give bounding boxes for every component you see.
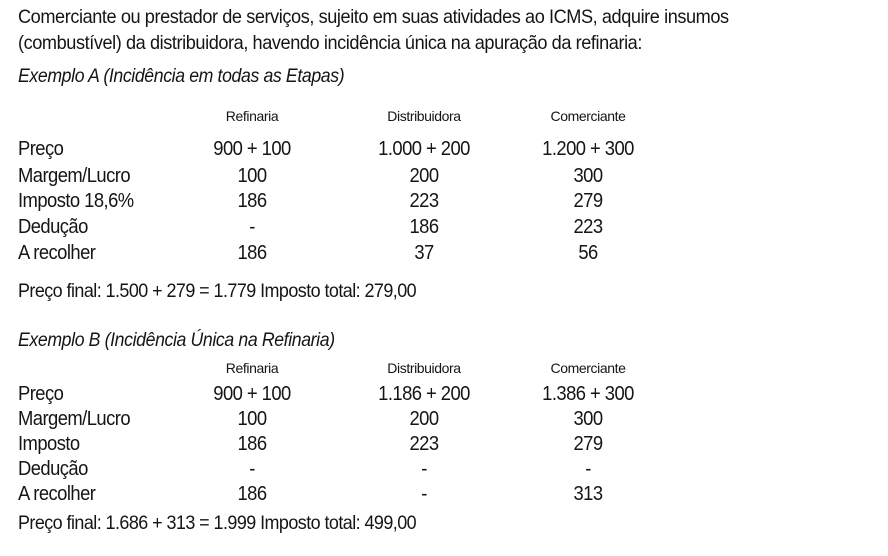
table-cell: 1.186 + 200 [378,383,470,405]
row-label: Imposto 18,6% [18,190,134,212]
table-cell: 186 [237,483,267,505]
example-summary: Preço final: 1.500 + 279 = 1.779 Imposto… [18,280,417,302]
table-cell: 1.000 + 200 [378,138,470,160]
table-cell: - [421,458,427,480]
table-cell: 1.386 + 300 [542,383,634,405]
table-cell: 186 [409,216,439,238]
example-title: Exemplo A (Incidência em todas as Etapas… [18,66,345,87]
example-title: Exemplo B (Incidência Única na Refinaria… [18,330,335,351]
table-cell: 186 [237,242,267,264]
column-header: Refinaria [225,108,279,124]
table-cell: 300 [573,165,603,187]
column-header: Distribuidora [387,108,461,124]
table-cell: - [585,458,591,480]
column-header: Distribuidora [387,360,461,376]
table-cell: 223 [409,190,439,212]
example-summary: Preço final: 1.686 + 313 = 1.999 Imposto… [18,512,417,534]
row-label: A recolher [18,242,96,264]
table-cell: 200 [409,408,439,430]
row-label: Dedução [18,458,88,480]
table-cell: 900 + 100 [213,138,291,160]
table-cell: 1.200 + 300 [542,138,634,160]
table-cell: 279 [573,433,603,455]
intro-line-1: Comerciante ou prestador de serviços, su… [18,6,729,28]
column-header: Refinaria [225,360,279,376]
table-cell: 300 [573,408,603,430]
table-cell: 313 [573,483,603,505]
intro-line-2: (combustível) da distribuidora, havendo … [18,32,642,54]
table-cell: - [249,216,255,238]
table-cell: 37 [414,242,434,264]
row-label: A recolher [18,483,96,505]
table-cell: 223 [409,433,439,455]
table-cell: 100 [237,408,267,430]
row-label: Preço [18,138,64,160]
row-label: Preço [18,383,64,405]
table-cell: 223 [573,216,603,238]
row-label: Imposto [18,433,80,455]
table-cell: 100 [237,165,267,187]
column-header: Comerciante [550,108,626,124]
table-cell: 56 [578,242,598,264]
table-cell: 279 [573,190,603,212]
table-cell: - [249,458,255,480]
table-cell: - [421,483,427,505]
row-label: Margem/Lucro [18,165,131,187]
table-cell: 900 + 100 [213,383,291,405]
row-label: Margem/Lucro [18,408,131,430]
row-label: Dedução [18,216,88,238]
column-header: Comerciante [550,360,626,376]
table-cell: 186 [237,433,267,455]
table-cell: 186 [237,190,267,212]
table-cell: 200 [409,165,439,187]
